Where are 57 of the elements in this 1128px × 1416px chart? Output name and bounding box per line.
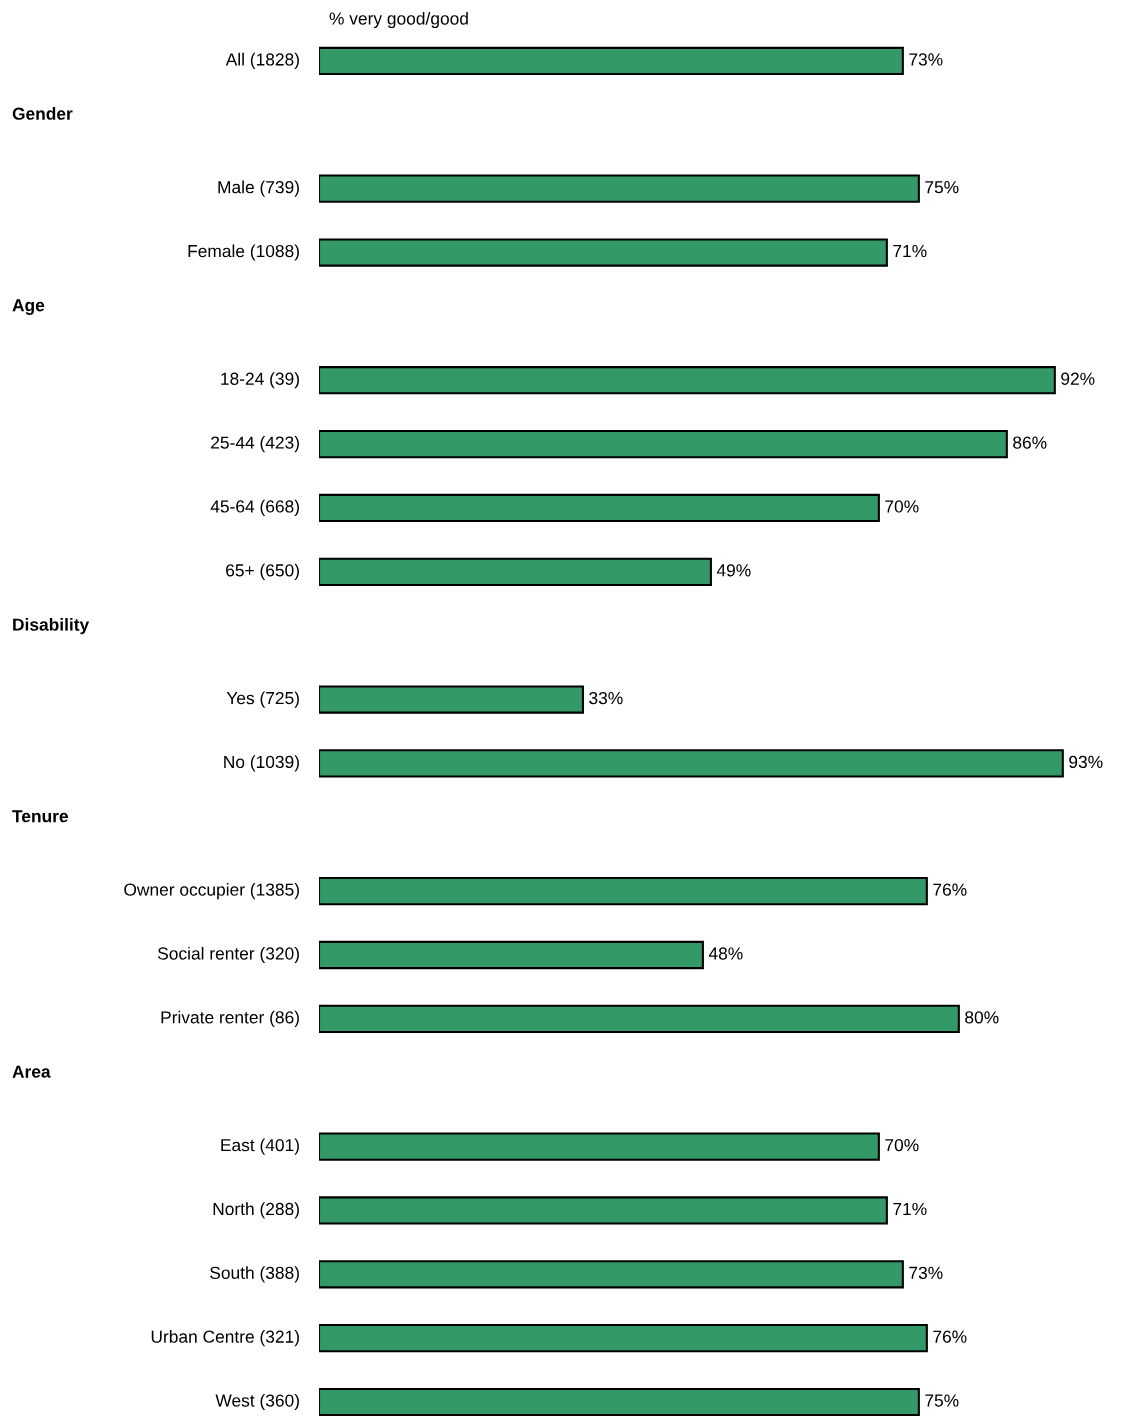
bar bbox=[319, 1196, 888, 1225]
bar bbox=[319, 174, 920, 203]
bar bbox=[319, 877, 928, 906]
y-tick-label: Private renter (86) bbox=[161, 1010, 299, 1027]
data-label: 70% bbox=[885, 1138, 919, 1152]
data-label: 93% bbox=[1069, 755, 1103, 769]
bar bbox=[319, 1260, 904, 1289]
y-tick-label: All (1828) bbox=[225, 52, 299, 70]
y-tick-label: South (388) bbox=[210, 1266, 299, 1283]
data-label: 76% bbox=[933, 883, 967, 896]
data-label: 75% bbox=[925, 181, 959, 194]
y-tick-label: Urban Centre (321) bbox=[151, 1330, 299, 1347]
data-label: 71% bbox=[893, 1202, 927, 1216]
data-label: 75% bbox=[925, 1394, 959, 1407]
y-tick-label: 65+ (650) bbox=[226, 563, 299, 580]
data-label: 33% bbox=[589, 691, 623, 705]
text: Area bbox=[12, 1065, 51, 1078]
y-tick-label: Female (1088) bbox=[188, 244, 299, 261]
text: Disability bbox=[13, 618, 90, 635]
data-label: 80% bbox=[965, 1011, 999, 1024]
y-tick-label: 18-24 (39) bbox=[221, 372, 299, 389]
bar bbox=[319, 940, 704, 970]
y-tick-label: No (1039) bbox=[224, 755, 299, 772]
data-label: 70% bbox=[885, 500, 919, 513]
y-tick-label: Social renter (320) bbox=[157, 946, 299, 964]
data-label: 92% bbox=[1061, 372, 1095, 385]
bar bbox=[319, 1324, 928, 1353]
y-tick-label: Male (739) bbox=[218, 180, 299, 197]
y-tick-label: 25-44 (423) bbox=[211, 436, 299, 453]
data-label: 49% bbox=[716, 564, 751, 577]
y-tick-label: Owner occupier (1385) bbox=[124, 883, 299, 900]
data-label: 73% bbox=[909, 1266, 943, 1279]
text: Age bbox=[12, 299, 45, 315]
y-tick-label: West (360) bbox=[215, 1393, 299, 1411]
bar bbox=[319, 557, 712, 586]
data-label: 73% bbox=[909, 53, 943, 66]
data-label: 76% bbox=[933, 1330, 967, 1343]
bar bbox=[319, 366, 1056, 395]
data-label: 86% bbox=[1013, 436, 1047, 449]
x-axis-title: % very good/good bbox=[329, 11, 468, 29]
y-tick-label: Yes (725) bbox=[226, 691, 299, 708]
bar bbox=[319, 1387, 920, 1416]
y-tick-label: 45-64 (668) bbox=[210, 499, 299, 517]
bar bbox=[319, 685, 584, 714]
text: Tenure bbox=[12, 810, 69, 823]
bar bbox=[319, 1132, 880, 1161]
y-tick-label: North (288) bbox=[213, 1202, 299, 1219]
data-label: 48% bbox=[708, 947, 743, 960]
data-label: 71% bbox=[893, 244, 927, 258]
bar bbox=[319, 749, 1064, 778]
bar bbox=[319, 238, 888, 267]
bar bbox=[319, 46, 904, 76]
bar bbox=[319, 429, 1008, 459]
y-tick-label: East (401) bbox=[221, 1138, 299, 1155]
bar bbox=[319, 1004, 960, 1033]
text: Gender bbox=[12, 107, 73, 120]
bar bbox=[319, 493, 880, 523]
